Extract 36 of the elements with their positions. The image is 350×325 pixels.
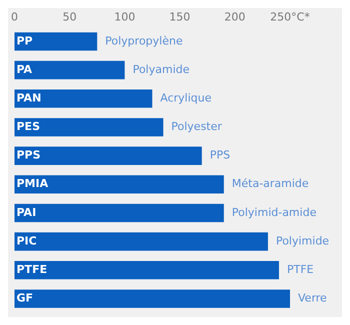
annotation: Polypropylène (105, 34, 183, 48)
y-tick-label: PES (16, 120, 40, 134)
bar (14, 60, 125, 80)
bar (14, 290, 290, 308)
bar (14, 260, 279, 280)
y-tick-label: PPS (16, 148, 41, 162)
bar (14, 232, 268, 251)
x-tick-label: 250°C* (270, 10, 310, 24)
annotation: Polyimid-amide (232, 206, 317, 219)
y-tick-label: PTFE (16, 262, 48, 276)
annotation: Acrylique (160, 92, 212, 105)
y-tick-label: PIC (16, 234, 37, 248)
bar (14, 90, 152, 108)
y-tick-label: PAI (16, 206, 36, 219)
bar (14, 204, 224, 222)
y-tick-label: GF (16, 292, 34, 305)
y-tick-label: PP (16, 34, 33, 48)
annotation: PPS (210, 148, 230, 162)
x-tick-label: 100 (114, 10, 136, 24)
x-tick-label: 0 (11, 10, 18, 24)
bar (14, 175, 224, 194)
annotation: Verre (298, 292, 328, 305)
y-tick-label: PAN (16, 92, 42, 105)
bar (14, 118, 164, 136)
x-tick-label: 150 (169, 10, 190, 24)
annotation: Polyamide (132, 62, 190, 76)
y-tick-label: PMIA (16, 177, 49, 190)
bar (14, 32, 98, 51)
bar (14, 146, 202, 165)
annotation: Polyimide (276, 234, 330, 248)
x-tick-label: 50 (62, 10, 77, 24)
x-tick-label: 200 (224, 10, 246, 24)
annotation: Polyester (171, 120, 222, 134)
y-tick-label: PA (16, 62, 33, 76)
annotation: PTFE (286, 262, 314, 276)
annotation: Méta-aramide (232, 177, 309, 190)
